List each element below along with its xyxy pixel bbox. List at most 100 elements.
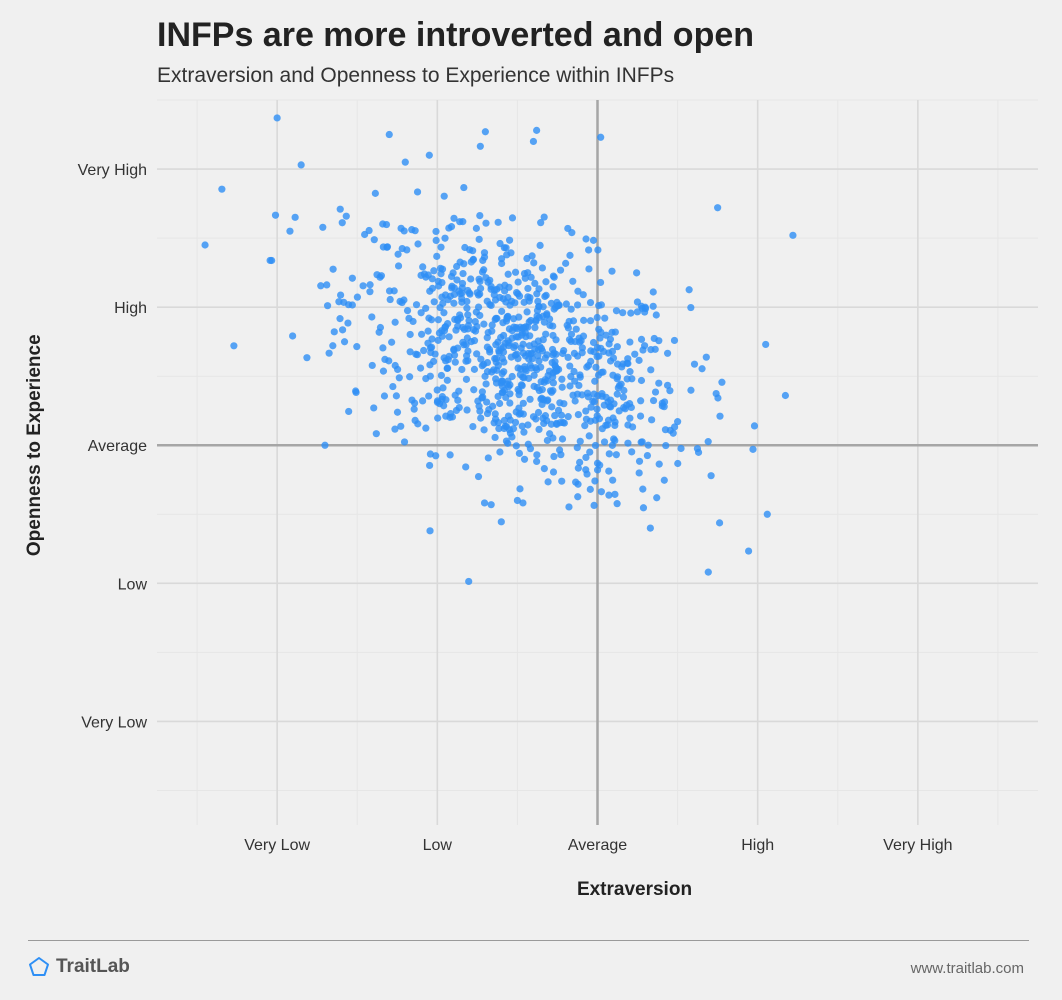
- data-point: [414, 240, 422, 248]
- data-point: [663, 349, 672, 357]
- data-point: [609, 354, 618, 362]
- data-point: [447, 410, 455, 418]
- data-point: [401, 158, 409, 166]
- brand-logo[interactable]: TraitLab: [28, 956, 130, 978]
- data-point: [666, 387, 674, 395]
- data-point: [574, 287, 582, 295]
- data-point: [426, 527, 434, 535]
- data-point: [379, 220, 387, 228]
- data-point: [569, 277, 577, 285]
- data-point: [633, 298, 642, 306]
- data-point: [529, 137, 538, 146]
- data-point: [587, 403, 595, 411]
- data-point: [620, 386, 628, 395]
- data-point: [653, 494, 661, 502]
- data-point: [515, 313, 523, 321]
- data-point: [589, 236, 598, 244]
- data-point: [471, 318, 479, 326]
- data-point: [661, 426, 670, 434]
- data-point: [580, 316, 588, 324]
- data-point: [329, 342, 337, 350]
- data-point: [489, 402, 497, 410]
- data-point: [348, 274, 356, 282]
- data-point: [596, 334, 604, 342]
- data-point: [480, 320, 488, 328]
- data-point: [417, 330, 426, 338]
- data-point: [437, 270, 445, 278]
- data-point: [483, 398, 491, 406]
- website-link[interactable]: www.traitlab.com: [910, 960, 1024, 977]
- data-point: [462, 375, 471, 383]
- data-point: [519, 373, 527, 381]
- data-point: [271, 211, 280, 219]
- data-point: [477, 414, 485, 422]
- data-point: [481, 128, 489, 136]
- data-point: [470, 365, 479, 373]
- data-point: [535, 425, 543, 434]
- data-point: [452, 326, 460, 334]
- data-point: [447, 272, 456, 281]
- data-point: [379, 367, 388, 375]
- data-point: [636, 412, 645, 420]
- data-point: [651, 345, 659, 353]
- data-point: [488, 321, 496, 329]
- data-point: [595, 302, 603, 310]
- data-point: [352, 387, 360, 395]
- y-tick-label: High: [114, 300, 147, 317]
- data-point: [353, 293, 362, 301]
- data-point: [511, 268, 520, 276]
- data-point: [537, 344, 546, 353]
- data-point: [496, 239, 504, 248]
- data-point: [789, 231, 797, 239]
- data-point: [600, 401, 608, 409]
- data-point: [619, 309, 627, 317]
- data-point: [519, 349, 528, 357]
- data-point: [609, 476, 617, 484]
- data-point: [474, 303, 483, 311]
- brand-name: TraitLab: [56, 956, 130, 977]
- data-point: [503, 251, 511, 259]
- data-point: [567, 305, 575, 313]
- data-point: [602, 331, 610, 339]
- data-point: [376, 323, 385, 332]
- data-point: [614, 384, 622, 392]
- data-point: [613, 343, 621, 351]
- data-point: [535, 357, 543, 365]
- data-point: [451, 358, 459, 366]
- data-point: [522, 323, 530, 331]
- data-point: [562, 300, 570, 308]
- data-point: [230, 342, 238, 350]
- data-point: [426, 461, 434, 470]
- data-point: [478, 388, 486, 396]
- data-point: [422, 374, 430, 383]
- pentagon-logo-icon: [29, 957, 49, 976]
- data-point: [476, 142, 484, 150]
- y-tick-label: Average: [88, 438, 147, 455]
- data-point: [605, 340, 613, 348]
- data-point: [562, 259, 570, 267]
- data-point: [386, 295, 394, 304]
- data-point: [500, 368, 508, 376]
- data-point: [538, 386, 546, 394]
- data-point: [512, 442, 520, 450]
- data-point: [556, 266, 565, 274]
- data-point: [530, 382, 538, 390]
- data-point: [432, 236, 440, 244]
- data-point: [492, 375, 500, 383]
- data-point: [406, 330, 414, 339]
- data-point: [613, 390, 621, 398]
- data-point: [419, 397, 427, 405]
- data-point: [342, 212, 350, 220]
- data-point: [704, 568, 712, 576]
- data-point: [486, 348, 494, 356]
- data-point: [417, 271, 425, 279]
- data-point: [619, 393, 628, 401]
- data-point: [453, 316, 462, 324]
- data-point: [482, 219, 490, 227]
- data-point: [558, 435, 567, 443]
- data-point: [612, 307, 621, 315]
- data-point: [595, 415, 604, 423]
- data-point: [389, 382, 397, 391]
- data-point: [321, 441, 329, 449]
- data-point: [590, 398, 599, 406]
